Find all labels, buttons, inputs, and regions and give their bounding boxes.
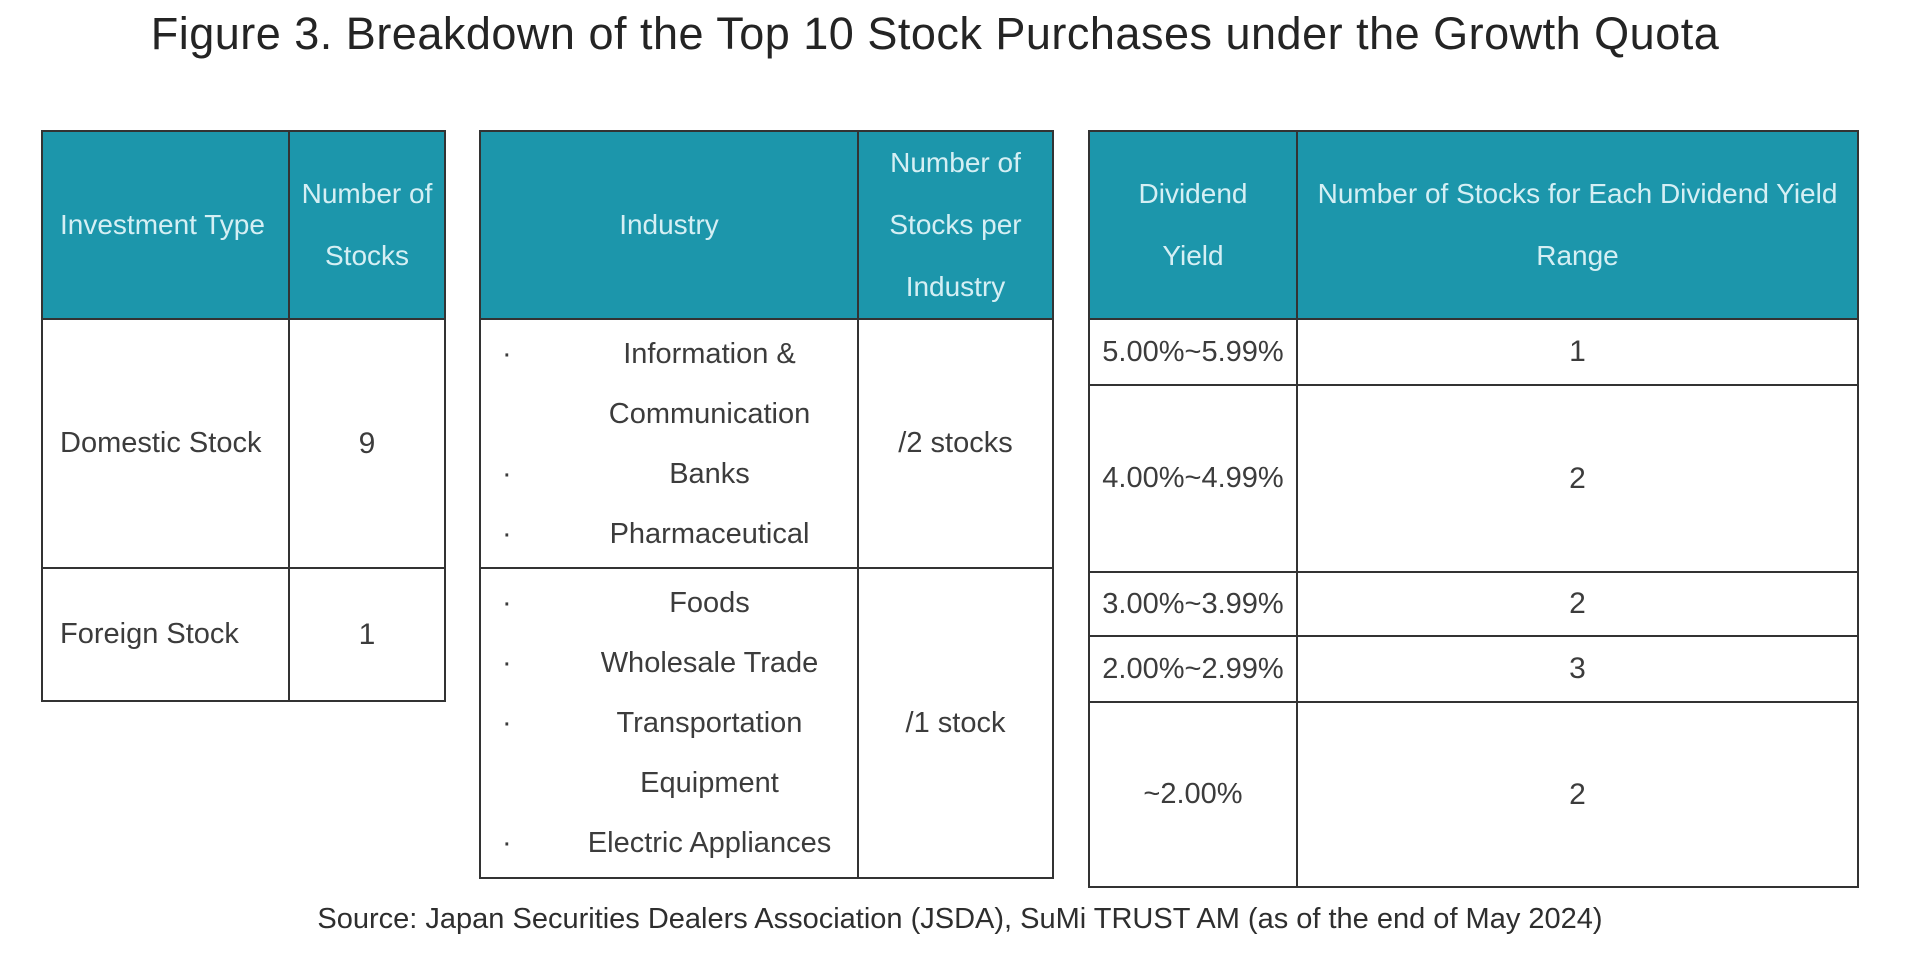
source-note: Source: Japan Securities Dealers Associa…: [317, 903, 1603, 935]
list-item: · Banks: [502, 444, 857, 504]
dividend-yield-header-label: Dividend Yield: [1138, 178, 1248, 271]
yield-row-3-range: 3.00%~3.99%: [1090, 573, 1298, 637]
yield-row-2-count: 2: [1298, 386, 1857, 573]
industry-group-1-count: /2 stocks: [859, 320, 1052, 569]
number-of-stocks-header-cell: Number of Stocks: [290, 132, 444, 320]
investment-type-header-cell: Investment Type: [43, 132, 290, 320]
bullet-icon: ·: [502, 827, 512, 859]
dividend-yield-table: Dividend Yield Number of Stocks for Each…: [1088, 130, 1859, 888]
investment-row-foreign-label: Foreign Stock: [43, 569, 290, 700]
investment-row-domestic-label: Domestic Stock: [43, 320, 290, 569]
investment-type-table: Investment Type Number of Stocks Domesti…: [41, 130, 446, 702]
yield-row-4-range: 2.00%~2.99%: [1090, 637, 1298, 703]
yield-row-1-count: 1: [1298, 320, 1857, 386]
number-of-stocks-header-label: Number of Stocks: [301, 178, 433, 271]
list-item: · Foods: [502, 573, 857, 633]
bullet-icon: ·: [502, 337, 512, 370]
stocks-per-yield-header-label: Number of Stocks for Each Dividend Yield…: [1317, 178, 1838, 271]
industry-header-cell: Industry: [481, 132, 859, 320]
bullet-icon: ·: [502, 707, 512, 739]
figure-title: Figure 3. Breakdown of the Top 10 Stock …: [150, 8, 1720, 59]
yield-row-1-range: 5.00%~5.99%: [1090, 320, 1298, 386]
list-item: · Wholesale Trade: [502, 633, 857, 693]
industry-group-2-cell: · Foods · Wholesale Trade · Transportati…: [481, 569, 859, 877]
yield-row-5-count: 2: [1569, 777, 1586, 811]
bullet-icon: ·: [502, 647, 512, 679]
industry-table: Industry Number of Stocks per Industry ·…: [479, 130, 1054, 879]
list-item: · Pharmaceutical: [502, 504, 857, 564]
bullet-icon: ·: [502, 587, 512, 619]
yield-row-5-range: ~2.00%: [1090, 703, 1298, 886]
investment-row-foreign-count: 1: [358, 617, 376, 651]
industry-group-1-list: · Information & Communication · Banks · …: [481, 324, 857, 564]
industry-group-2-count: /1 stock: [905, 706, 1006, 739]
list-item: · Information & Communication: [502, 324, 857, 444]
yield-row-3-count: 2: [1298, 573, 1857, 637]
yield-row-4-count: 3: [1298, 637, 1857, 703]
bullet-icon: ·: [502, 457, 512, 490]
yield-row-2-range: 4.00%~4.99%: [1090, 386, 1298, 573]
stocks-per-industry-header-cell: Number of Stocks per Industry: [859, 132, 1052, 320]
dividend-yield-header-cell: Dividend Yield: [1090, 132, 1298, 320]
stocks-per-industry-header-label: Number of Stocks per Industry: [889, 147, 1022, 302]
stocks-per-yield-header-cell: Number of Stocks for Each Dividend Yield…: [1298, 132, 1857, 320]
list-item: · Electric Appliances: [502, 813, 857, 873]
bullet-icon: ·: [502, 517, 512, 550]
list-item: · Transportation Equipment: [502, 693, 857, 813]
industry-group-2-list: · Foods · Wholesale Trade · Transportati…: [481, 573, 857, 873]
investment-row-domestic-count: 9: [290, 320, 444, 569]
industry-group-1-cell: · Information & Communication · Banks · …: [481, 320, 859, 569]
